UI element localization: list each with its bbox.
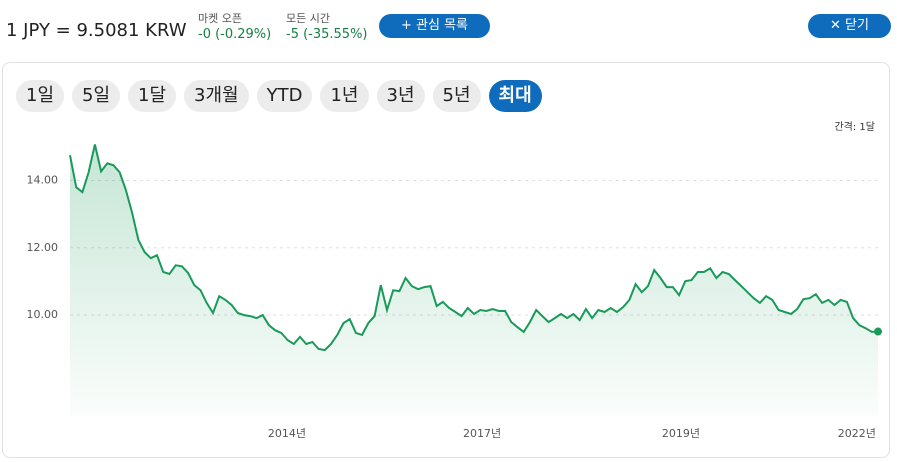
watchlist-button[interactable]: + 관심 목록 (379, 14, 490, 38)
y-tick-label: 12.00 (27, 241, 59, 254)
x-tick-label: 2022년 (838, 427, 876, 440)
range-button[interactable]: 1년 (320, 80, 369, 112)
last-point (874, 327, 882, 336)
chart-card (2, 62, 890, 458)
x-tick-label: 2014년 (268, 427, 306, 440)
range-button[interactable]: 3개월 (184, 80, 249, 112)
close-button[interactable]: ✕ 닫기 (808, 14, 891, 38)
y-tick-label: 10.00 (27, 308, 59, 321)
rate: 1 JPY = 9.5081 KRW (6, 20, 187, 41)
x-icon: ✕ (830, 18, 846, 33)
range-button[interactable]: 5일 (72, 80, 121, 112)
all-label: 모든 시간 (286, 12, 330, 25)
line (69, 144, 879, 352)
x-tick-label: 2017년 (463, 427, 501, 440)
range-button[interactable]: 3년 (376, 80, 425, 112)
range-bar: 1일 5일 1달 3개월 YTD 1년 3년 5년 최대 (16, 80, 542, 112)
close-label: 닫기 (845, 18, 869, 33)
market-change: -0 (-0.29%) (198, 27, 272, 42)
range-button[interactable]: 5년 (432, 80, 481, 112)
area (70, 144, 878, 416)
plus-icon: + (400, 18, 417, 33)
range-button[interactable]: 1일 (16, 80, 65, 112)
watchlist-label: 관심 목록 (416, 18, 468, 33)
range-button[interactable]: 최대 (488, 80, 542, 112)
interval: 간격: 1달 (834, 122, 875, 133)
market-label: 마켓 오픈 (198, 12, 242, 25)
y-tick-label: 14.00 (27, 173, 59, 186)
all-change: -5 (-35.55%) (286, 27, 368, 42)
range-button[interactable]: 1달 (128, 80, 177, 112)
x-tick-label: 2019년 (662, 427, 700, 440)
range-button[interactable]: YTD (256, 80, 313, 112)
